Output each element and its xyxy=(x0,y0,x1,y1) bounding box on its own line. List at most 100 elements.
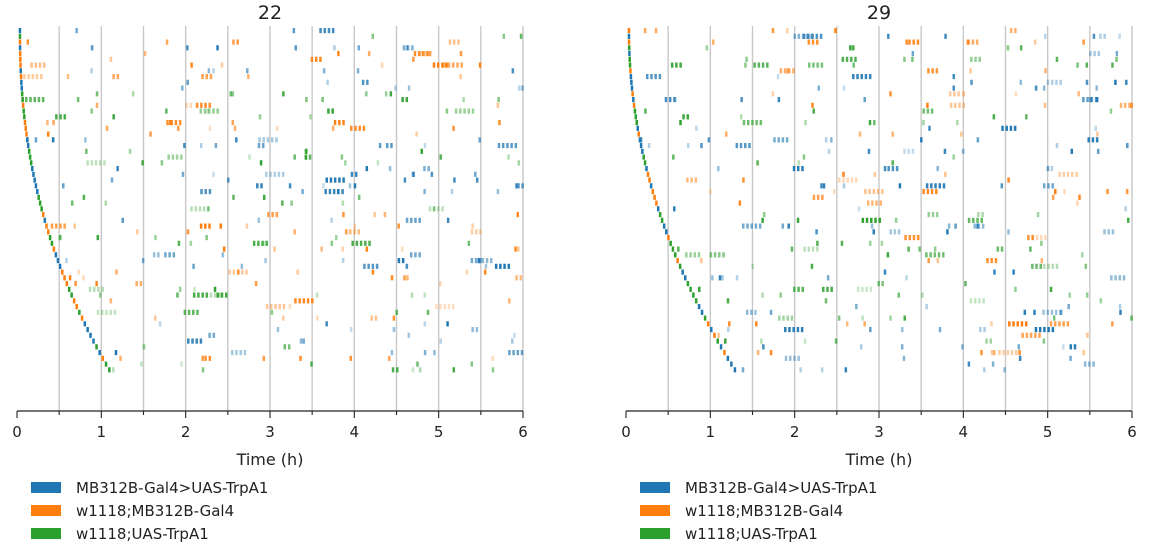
event-tick xyxy=(724,338,727,344)
event-tick xyxy=(1076,200,1079,206)
event-tick xyxy=(135,281,138,287)
event-tick xyxy=(467,240,471,246)
event-tick xyxy=(418,217,421,223)
event-tick xyxy=(1051,327,1055,333)
event-tick xyxy=(257,217,261,223)
event-tick xyxy=(925,304,928,310)
event-tick xyxy=(797,286,800,292)
event-tick xyxy=(266,137,270,143)
event-tick xyxy=(1092,33,1096,39)
event-tick xyxy=(341,246,344,252)
event-tick xyxy=(693,252,697,258)
event-tick xyxy=(860,74,863,80)
event-tick xyxy=(261,240,264,246)
event-tick xyxy=(1055,79,1058,85)
event-tick xyxy=(116,166,119,172)
event-tick xyxy=(1125,79,1128,85)
event-tick xyxy=(710,327,713,333)
x-tick-label: 2 xyxy=(790,423,800,441)
event-tick xyxy=(908,235,912,241)
event-tick xyxy=(474,229,478,235)
event-tick xyxy=(816,194,820,200)
event-tick xyxy=(1069,344,1073,350)
event-tick xyxy=(1082,97,1085,103)
event-tick xyxy=(967,39,970,45)
event-tick xyxy=(283,344,287,350)
event-tick xyxy=(1038,327,1042,333)
event-tick xyxy=(1038,332,1041,338)
event-tick xyxy=(462,97,465,103)
event-tick xyxy=(799,367,802,373)
event-tick xyxy=(792,68,795,74)
event-tick xyxy=(437,206,440,212)
event-tick xyxy=(751,120,754,126)
event-tick xyxy=(240,263,244,269)
event-tick xyxy=(845,321,849,327)
event-tick xyxy=(152,252,156,258)
event-tick xyxy=(371,33,375,39)
event-tick xyxy=(838,177,841,183)
event-tick xyxy=(35,74,39,80)
event-tick xyxy=(86,327,89,333)
event-tick xyxy=(761,62,765,68)
event-tick xyxy=(89,332,92,338)
event-tick xyxy=(412,56,415,62)
event-tick xyxy=(245,269,248,275)
event-tick xyxy=(316,315,319,321)
event-tick xyxy=(877,281,880,287)
event-tick xyxy=(647,143,651,149)
event-tick xyxy=(854,177,858,183)
event-tick xyxy=(1029,332,1033,338)
event-tick xyxy=(1042,85,1046,91)
event-tick xyxy=(181,85,184,91)
event-tick xyxy=(844,367,848,373)
event-tick xyxy=(463,108,466,114)
event-tick xyxy=(1005,125,1008,131)
event-tick xyxy=(447,62,451,68)
event-tick xyxy=(1021,332,1024,338)
event-tick xyxy=(1068,292,1072,298)
event-tick xyxy=(349,355,353,361)
event-tick xyxy=(1025,114,1028,120)
event-tick xyxy=(656,206,660,212)
event-tick xyxy=(634,114,638,120)
event-tick xyxy=(262,137,266,143)
event-tick xyxy=(935,212,939,218)
event-tick xyxy=(92,338,95,344)
event-tick xyxy=(222,246,226,252)
event-tick xyxy=(936,258,940,264)
event-tick xyxy=(351,240,354,246)
event-tick xyxy=(864,189,867,195)
event-tick xyxy=(804,120,807,126)
event-tick xyxy=(19,74,23,80)
event-tick xyxy=(797,33,801,39)
event-tick xyxy=(420,51,423,57)
event-tick xyxy=(967,217,971,223)
event-tick xyxy=(942,183,946,189)
event-tick xyxy=(367,51,371,57)
event-tick xyxy=(824,298,828,304)
event-tick xyxy=(961,344,964,350)
event-tick xyxy=(1111,62,1114,68)
event-tick xyxy=(1040,240,1043,246)
event-tick xyxy=(411,171,415,177)
event-tick xyxy=(335,235,338,241)
event-tick xyxy=(508,298,511,304)
event-tick xyxy=(941,252,945,258)
event-tick xyxy=(861,315,864,321)
event-tick xyxy=(1018,350,1021,356)
event-tick xyxy=(319,28,322,34)
event-tick xyxy=(21,97,24,103)
event-tick xyxy=(854,56,857,62)
event-tick xyxy=(38,62,42,68)
event-tick xyxy=(1111,321,1114,327)
event-tick xyxy=(390,275,394,281)
event-tick xyxy=(426,51,429,57)
event-tick xyxy=(76,97,80,103)
event-tick xyxy=(745,56,748,62)
event-tick xyxy=(516,212,520,218)
event-tick xyxy=(329,177,333,183)
event-tick xyxy=(110,177,114,183)
event-tick xyxy=(1055,263,1059,269)
event-tick xyxy=(401,258,405,264)
